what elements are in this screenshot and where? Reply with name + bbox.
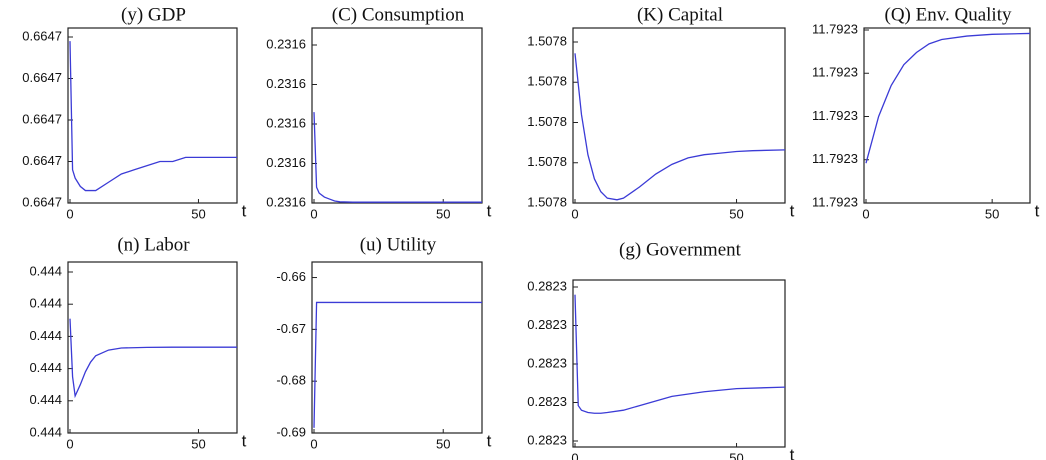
y-tick-label: 0.2823 [527, 317, 567, 332]
x-tick-label: 0 [66, 206, 73, 221]
plot-frame [572, 27, 786, 204]
y-tick-label: 11.7923 [812, 194, 858, 209]
chart-title: (g) Government [619, 239, 742, 260]
data-line [865, 32, 1031, 164]
plot-frame [311, 27, 483, 204]
chart-title: (y) GDP [121, 4, 186, 25]
y-tick-label: 1.5078 [527, 74, 567, 89]
y-tick-label: 1.5078 [527, 154, 567, 169]
x-tick-label: 50 [436, 206, 450, 221]
x-axis-label: t [242, 201, 247, 220]
y-tick-label: 0.2316 [266, 76, 306, 91]
y-tick-label: 0.2316 [266, 194, 306, 209]
y-tick-label: 0.6647 [22, 153, 62, 168]
y-tick-label: 0.2316 [266, 155, 306, 170]
y-tick-label: 0.444 [29, 328, 62, 343]
y-tick-label: -0.69 [276, 424, 306, 439]
y-tick-label: -0.67 [276, 321, 306, 336]
y-tick-label: 0.444 [29, 263, 62, 278]
data-line [574, 294, 786, 414]
y-tick-label: 0.6647 [22, 28, 62, 43]
y-tick-label: 0.2823 [527, 394, 567, 409]
y-tick-label: 11.7923 [812, 108, 858, 123]
x-axis-label: t [242, 431, 247, 450]
x-tick-label: 0 [310, 436, 317, 451]
y-tick-label: 1.5078 [527, 114, 567, 129]
x-tick-label: 0 [571, 206, 578, 221]
chart-title: (C) Consumption [332, 4, 465, 25]
y-tick-label: 0.444 [29, 360, 62, 375]
data-line [313, 112, 482, 203]
y-tick-label: 11.7923 [812, 21, 858, 36]
y-tick-label: 0.6647 [22, 111, 62, 126]
x-tick-label: 0 [571, 450, 578, 460]
y-tick-label: 0.2823 [527, 355, 567, 370]
y-tick-label: 0.444 [29, 392, 62, 407]
y-tick-label: 0.2823 [527, 432, 567, 447]
chart-title: (n) Labor [117, 234, 190, 255]
plot-frame [863, 27, 1031, 204]
y-tick-label: 0.2823 [527, 278, 567, 293]
x-tick-label: 0 [310, 206, 317, 221]
y-tick-label: -0.68 [276, 373, 306, 388]
x-axis-label: t [790, 445, 795, 460]
chart-title: (K) Capital [637, 4, 723, 25]
plot-frame [311, 261, 483, 434]
data-line [313, 301, 482, 428]
y-tick-label: 0.444 [29, 424, 62, 439]
y-tick-label: 0.444 [29, 296, 62, 311]
x-tick-label: 50 [191, 206, 205, 221]
chart-title: (Q) Env. Quality [885, 4, 1012, 25]
y-tick-label: 0.2316 [266, 115, 306, 130]
x-tick-label: 0 [862, 206, 869, 221]
y-tick-label: 11.7923 [812, 151, 858, 166]
plot-frame [572, 279, 786, 448]
chart-title: (u) Utility [360, 234, 437, 255]
y-tick-label: 1.5078 [527, 33, 567, 48]
x-tick-label: 50 [436, 436, 450, 451]
x-axis-label: t [487, 431, 492, 450]
x-tick-label: 50 [729, 206, 743, 221]
x-axis-label: t [1035, 201, 1040, 220]
x-axis-label: t [790, 201, 795, 220]
x-tick-label: 50 [985, 206, 999, 221]
y-tick-label: 1.5078 [527, 194, 567, 209]
data-line [69, 318, 237, 399]
y-tick-label: 11.7923 [812, 65, 858, 80]
data-line [574, 53, 786, 201]
x-tick-label: 50 [191, 436, 205, 451]
x-tick-label: 50 [729, 450, 743, 460]
x-tick-label: 0 [66, 436, 73, 451]
y-tick-label: 0.6647 [22, 194, 62, 209]
y-tick-label: 0.2316 [266, 36, 306, 51]
y-tick-label: -0.66 [276, 269, 306, 284]
y-tick-label: 0.6647 [22, 70, 62, 85]
x-axis-label: t [487, 201, 492, 220]
plot-frame [67, 27, 238, 204]
data-line [69, 41, 237, 192]
